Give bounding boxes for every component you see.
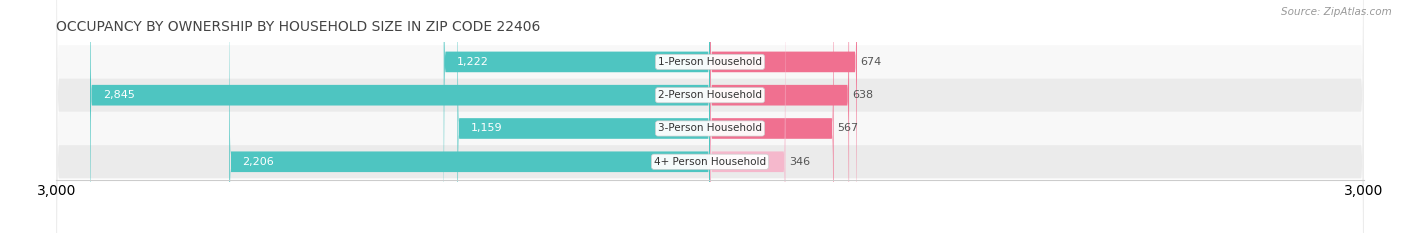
FancyBboxPatch shape: [56, 0, 1364, 233]
FancyBboxPatch shape: [710, 0, 834, 233]
Text: 346: 346: [789, 157, 810, 167]
Text: 1,159: 1,159: [471, 123, 502, 134]
Text: Source: ZipAtlas.com: Source: ZipAtlas.com: [1281, 7, 1392, 17]
FancyBboxPatch shape: [229, 0, 710, 233]
Text: 2,845: 2,845: [103, 90, 135, 100]
Text: OCCUPANCY BY OWNERSHIP BY HOUSEHOLD SIZE IN ZIP CODE 22406: OCCUPANCY BY OWNERSHIP BY HOUSEHOLD SIZE…: [56, 20, 541, 34]
FancyBboxPatch shape: [444, 0, 710, 233]
Text: 1-Person Household: 1-Person Household: [658, 57, 762, 67]
FancyBboxPatch shape: [710, 0, 786, 233]
Text: 638: 638: [852, 90, 873, 100]
FancyBboxPatch shape: [710, 0, 849, 233]
Text: 1,222: 1,222: [457, 57, 489, 67]
Text: 3-Person Household: 3-Person Household: [658, 123, 762, 134]
FancyBboxPatch shape: [56, 0, 1364, 233]
FancyBboxPatch shape: [56, 0, 1364, 233]
Text: 4+ Person Household: 4+ Person Household: [654, 157, 766, 167]
FancyBboxPatch shape: [90, 0, 710, 233]
FancyBboxPatch shape: [710, 0, 856, 233]
Text: 674: 674: [860, 57, 882, 67]
FancyBboxPatch shape: [457, 0, 710, 233]
Text: 2,206: 2,206: [242, 157, 274, 167]
FancyBboxPatch shape: [56, 0, 1364, 233]
Text: 2-Person Household: 2-Person Household: [658, 90, 762, 100]
Text: 567: 567: [837, 123, 858, 134]
